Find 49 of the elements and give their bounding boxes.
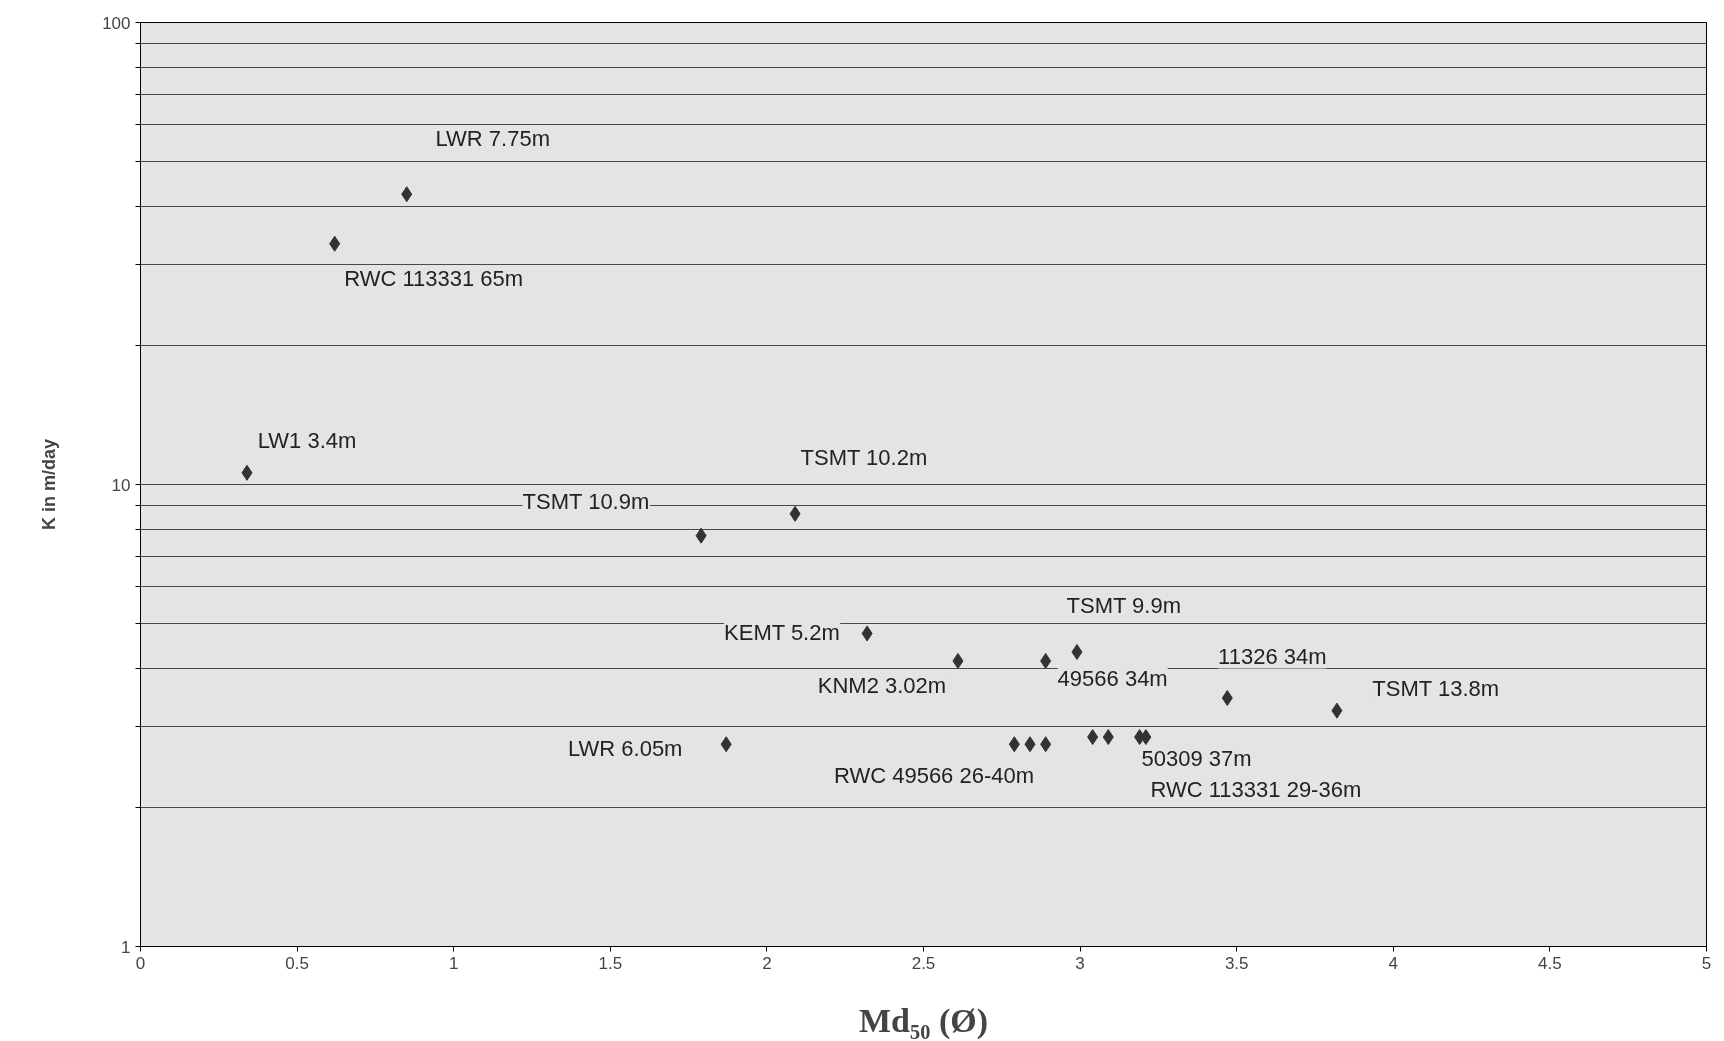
- point: [789, 505, 801, 522]
- annotation: LWR 6.05m: [567, 735, 683, 761]
- point: [329, 235, 341, 252]
- x-tick-label: 4: [1388, 953, 1399, 973]
- x-tick-label: 2: [762, 953, 772, 973]
- annotation: RWC 113331 65m: [344, 266, 524, 292]
- point: [1024, 736, 1036, 753]
- point: [1087, 729, 1099, 746]
- x-tick-label: 0: [135, 953, 146, 973]
- point: [720, 736, 732, 753]
- point: [1221, 690, 1233, 707]
- point: [1040, 736, 1052, 753]
- x-tick-label: 0.5: [285, 953, 309, 973]
- y-axis-title: K in m/day: [39, 438, 60, 531]
- point: [1331, 702, 1343, 719]
- point: [861, 625, 873, 642]
- annotation: LW1 3.4m: [257, 428, 357, 454]
- x-tick-label: 1: [448, 953, 459, 973]
- point: [952, 652, 964, 669]
- annotation: KNM2 3.02m: [817, 673, 947, 699]
- annotation: 50309 37m: [1141, 745, 1252, 771]
- point: [695, 527, 707, 544]
- x-tick-label: 3: [1075, 953, 1085, 973]
- x-tick-label: 3.5: [1224, 953, 1249, 973]
- annotation: 11326 34m: [1218, 643, 1327, 669]
- annotation: TSMT 10.2m: [800, 445, 928, 471]
- point: [1071, 643, 1083, 660]
- x-tick-label: 2.5: [911, 953, 936, 973]
- point: [1040, 652, 1052, 669]
- annotation: RWC 113331 29-36m: [1150, 776, 1362, 802]
- annotation: LWR 7.75m: [435, 125, 550, 151]
- point: [1102, 729, 1114, 746]
- x-axis-title: Md₅₀ (Ø): [859, 1001, 988, 1040]
- annotation: TSMT 9.9m: [1066, 593, 1182, 619]
- x-tick-label: 5: [1701, 953, 1712, 973]
- x-tick-label: 1.5: [598, 953, 623, 973]
- y-tick-label: 10: [111, 475, 131, 495]
- point: [1140, 729, 1152, 746]
- point: [241, 464, 253, 481]
- annotation: RWC 49566 26-40m: [833, 762, 1035, 788]
- y-tick-label: 1: [121, 937, 131, 957]
- annotation: TSMT 10.9m: [522, 489, 650, 515]
- point: [1008, 736, 1020, 753]
- x-tick-label: 4.5: [1538, 953, 1562, 973]
- point: [401, 186, 413, 203]
- y-tick-label: 100: [102, 13, 131, 33]
- annotation: 49566 34m: [1057, 666, 1168, 692]
- annotation: KEMT 5.2m: [724, 619, 840, 645]
- annotation: TSMT 13.8m: [1372, 676, 1500, 702]
